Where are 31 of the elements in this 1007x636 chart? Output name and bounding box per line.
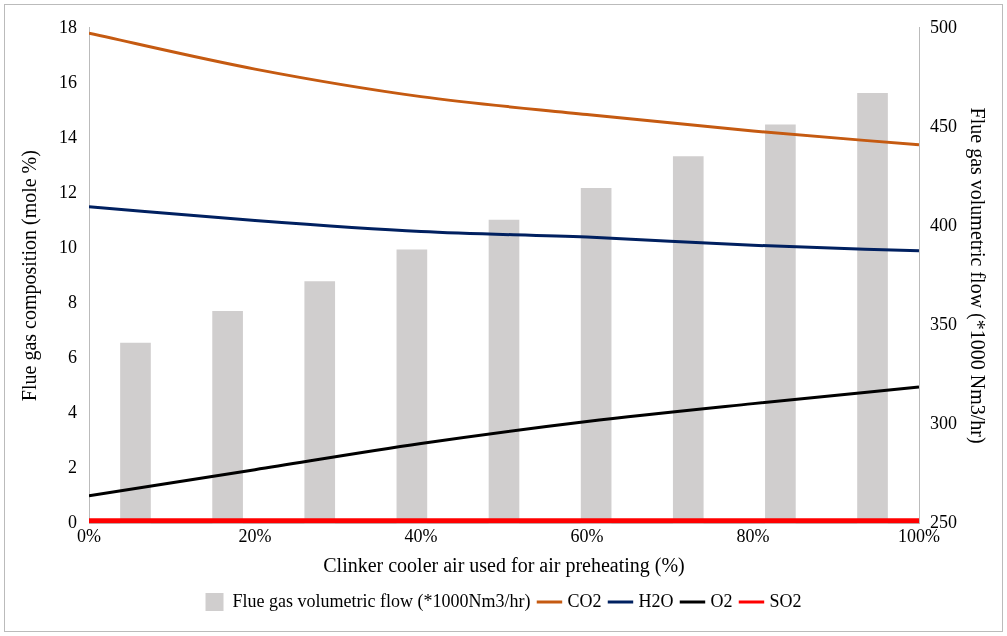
y2-tick-label: 450 [930, 115, 957, 136]
y-tick-label: 16 [59, 71, 77, 92]
legend-label: SO2 [769, 590, 802, 611]
y-tick-label: 14 [59, 126, 77, 147]
y-tick-label: 6 [68, 346, 77, 367]
y2-tick-label: 300 [930, 413, 957, 434]
y-axis-title: Flue gas composition (mole %) [18, 150, 42, 402]
y2-axis-title: Flue gas volumetric flow (*1000 Nm3/hr) [965, 107, 989, 444]
y-tick-label: 10 [59, 236, 77, 257]
x-tick-label: 80% [736, 525, 770, 546]
x-tick-label: 20% [238, 525, 272, 546]
x-tick-label: 60% [570, 525, 604, 546]
x-axis-title: Clinker cooler air used for air preheating (%) [323, 554, 685, 578]
y-tick-label: 0 [68, 512, 77, 533]
legend-label: CO2 [567, 590, 602, 611]
legend-label: O2 [710, 590, 733, 611]
legend-label: Flue gas volumetric flow (*1000Nm3/hr) [232, 590, 531, 612]
y-tick-label: 12 [59, 181, 77, 202]
y-tick-label: 4 [68, 402, 77, 422]
line-series [89, 385, 919, 498]
x-tick-label: 40% [404, 525, 438, 546]
y2-tick-label: 350 [930, 313, 957, 334]
legend-label: H2O [638, 590, 674, 611]
x-tick-label: 0% [77, 525, 101, 546]
line-series [89, 205, 919, 253]
y2-tick-label: 500 [930, 16, 957, 37]
line-series [89, 31, 919, 147]
y-tick-label: 2 [68, 457, 77, 478]
y-tick-label: 18 [59, 16, 77, 37]
y-tick-label: 8 [68, 291, 77, 312]
y2-tick-label: 400 [930, 214, 957, 235]
